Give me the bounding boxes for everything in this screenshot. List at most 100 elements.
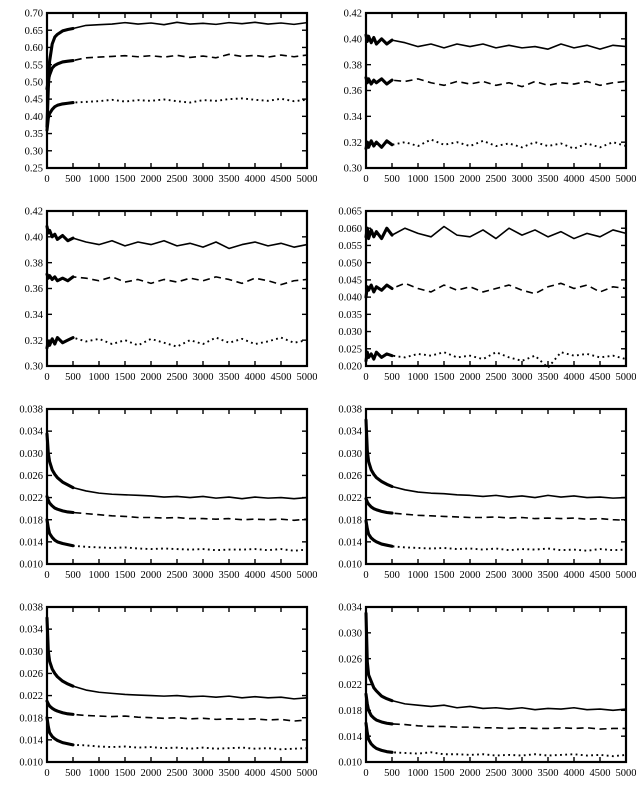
plot-frame	[45, 605, 309, 764]
y-tick-label: 0.25	[25, 164, 43, 175]
x-tick-label: 1000	[408, 768, 429, 779]
trace-plot-row3-left: 0 500 1000 1500 2000 2500 3000 3500 4000 4500 5000…	[1, 398, 317, 594]
x-tick-label: 3000	[193, 174, 214, 185]
y-tick-label: 0.030	[19, 647, 43, 658]
x-tick-label: 0	[44, 372, 49, 383]
x-tick-label: 2500	[486, 570, 507, 581]
y-tick-label: 0.40	[25, 232, 43, 243]
y-tick-label: 0.065	[338, 207, 362, 218]
series-dashed-burnin	[364, 692, 394, 726]
x-tick-label: 2000	[141, 570, 162, 581]
x-tick-label: 2500	[486, 372, 507, 383]
y-tick-label: 0.030	[338, 449, 362, 460]
y-tick-label: 0.018	[19, 515, 43, 526]
x-tick-label: 2500	[486, 768, 507, 779]
x-tick-label: 3000	[512, 372, 533, 383]
series-dashed-burnin	[364, 76, 394, 86]
y-tick-label: 0.014	[19, 735, 43, 746]
y-tick-label: 0.010	[19, 758, 43, 769]
y-tick-label: 0.35	[25, 129, 43, 140]
x-tick-label: 500	[384, 174, 400, 185]
y-tick-label: 0.022	[19, 493, 43, 504]
x-tick-label: 1500	[434, 570, 455, 581]
x-tick-label: 4000	[564, 174, 585, 185]
x-tick-label: 4500	[271, 174, 292, 185]
x-tick-label: 3500	[538, 372, 559, 383]
series-solid	[46, 226, 308, 250]
plot-frame	[364, 11, 628, 170]
y-tick-label: 0.36	[344, 86, 362, 97]
series-dashed-burnin	[45, 58, 75, 91]
y-tick-label: 0.42	[344, 9, 362, 20]
x-tick-label: 4500	[590, 372, 611, 383]
y-tick-label: 0.060	[338, 224, 362, 235]
y-tick-label: 0.32	[25, 336, 43, 347]
y-tick-label: 0.42	[25, 207, 43, 218]
x-tick-label: 3500	[538, 570, 559, 581]
x-tick-label: 0	[363, 570, 368, 581]
y-tick-label: 0.30	[25, 146, 43, 157]
x-tick-label: 3500	[538, 768, 559, 779]
y-tick-label: 0.022	[338, 680, 362, 691]
x-tick-label: 2000	[141, 372, 162, 383]
y-tick-label: 0.022	[338, 493, 362, 504]
x-tick-label: 5000	[297, 174, 318, 185]
trace-plot-row4-right: 0 500 1000 1500 2000 2500 3000 3500 4000 4500 5000…	[320, 596, 636, 792]
y-tick-label: 0.60	[25, 43, 43, 54]
x-tick-label: 4000	[245, 768, 266, 779]
series-solid-burnin	[45, 224, 75, 243]
x-tick-label: 1000	[408, 570, 429, 581]
plot-frame	[45, 11, 309, 170]
y-tick-label: 0.34	[344, 112, 363, 123]
x-tick-label: 3500	[538, 174, 559, 185]
y-tick-label: 0.36	[25, 284, 43, 295]
x-tick-label: 4000	[245, 174, 266, 185]
series-dotted	[365, 520, 627, 552]
y-tick-label: 0.32	[344, 138, 362, 149]
y-tick-label: 0.014	[338, 537, 362, 548]
x-tick-label: 3500	[219, 768, 240, 779]
trace-plot-row3-right: 0 500 1000 1500 2000 2500 3000 3500 4000 4500 5000…	[320, 398, 636, 594]
x-tick-label: 4000	[564, 570, 585, 581]
series-dotted-burnin	[364, 519, 394, 548]
y-tick-label: 0.026	[338, 654, 362, 665]
y-tick-label: 0.38	[25, 258, 43, 269]
series-solid-burnin	[45, 616, 75, 688]
y-tick-label: 0.018	[338, 515, 362, 526]
chart-svg-row3-right: 0 500 1000 1500 2000 2500 3000 3500 4000 4500 5000…	[338, 405, 636, 581]
series-dashed	[46, 700, 308, 722]
y-tick-label: 0.038	[19, 405, 43, 416]
x-tick-label: 0	[363, 174, 368, 185]
x-tick-label: 0	[363, 768, 368, 779]
x-tick-label: 1000	[89, 174, 110, 185]
x-tick-label: 2500	[167, 570, 188, 581]
y-tick-label: 0.50	[25, 77, 43, 88]
series-dashed	[46, 274, 308, 286]
series-dashed	[46, 53, 308, 89]
x-tick-label: 1500	[115, 174, 136, 185]
x-tick-label: 5000	[297, 372, 318, 383]
series-solid	[365, 613, 627, 712]
series-dashed	[365, 77, 627, 88]
x-tick-label: 3500	[219, 570, 240, 581]
y-tick-label: 0.010	[338, 758, 362, 769]
x-tick-label: 3500	[219, 372, 240, 383]
series-dotted	[365, 138, 627, 150]
x-tick-label: 0	[363, 372, 368, 383]
series-dashed-burnin	[45, 494, 75, 515]
series-dotted-burnin	[45, 101, 75, 132]
y-tick-label: 0.014	[19, 537, 43, 548]
y-tick-label: 0.026	[19, 471, 43, 482]
x-tick-label: 2000	[460, 768, 481, 779]
x-tick-label: 4000	[564, 372, 585, 383]
y-tick-label: 0.40	[344, 34, 362, 45]
y-tick-label: 0.034	[19, 427, 43, 438]
x-tick-label: 500	[384, 768, 400, 779]
chart-svg-row4-left: 0 500 1000 1500 2000 2500 3000 3500 4000 4500 5000…	[19, 603, 317, 779]
x-tick-label: 4500	[590, 174, 611, 185]
y-tick-label: 0.55	[25, 60, 43, 71]
x-tick-label: 3000	[512, 570, 533, 581]
x-tick-label: 500	[384, 372, 400, 383]
chart-svg-row4-right: 0 500 1000 1500 2000 2500 3000 3500 4000 4500 5000…	[338, 603, 636, 779]
series-dotted-burnin	[364, 350, 394, 363]
